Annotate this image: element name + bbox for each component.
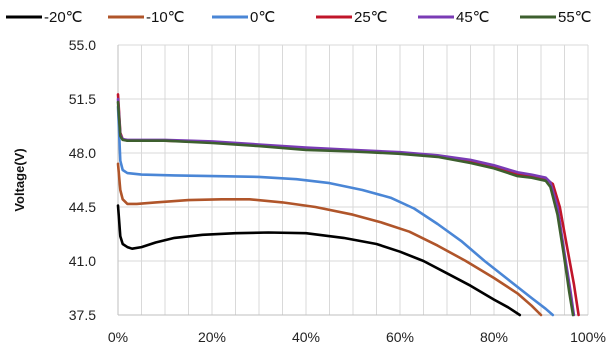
tick-labels: 55.0 51.5 48.0 44.5 41.0 37.5 0% 20% 40% 60% 80% 10…: [69, 37, 606, 345]
legend-label-1: -10℃: [146, 9, 185, 26]
series-line-5: [116, 100, 575, 317]
y-tick-label: 41.0: [69, 253, 96, 269]
x-tick-label: 0%: [108, 329, 128, 345]
x-tick-label: 20%: [198, 329, 226, 345]
x-tick-label: 40%: [292, 329, 320, 345]
y-tick-label: 44.5: [69, 199, 96, 215]
legend-label-3: 25℃: [354, 9, 388, 26]
series-line-0: [116, 204, 522, 317]
series-lines: [116, 93, 580, 317]
legend: -20℃ -10℃ 0℃ 25℃ 45℃ 55℃: [6, 9, 592, 26]
y-tick-label: 37.5: [69, 307, 96, 323]
legend-label-2: 0℃: [250, 9, 275, 26]
series-line-1: [116, 162, 543, 317]
y-tick-label: 55.0: [69, 37, 96, 53]
series-line-2: [116, 105, 555, 317]
legend-label-5: 55℃: [558, 9, 592, 26]
x-tick-label: 60%: [386, 329, 414, 345]
axes: [117, 45, 588, 316]
y-axis-label: Voltage(V): [12, 148, 27, 211]
x-tick-label: 100%: [570, 329, 606, 345]
legend-label-0: -20℃: [44, 9, 83, 26]
legend-label-4: 45℃: [456, 9, 490, 26]
y-tick-label: 48.0: [69, 145, 96, 161]
y-tick-label: 51.5: [69, 91, 96, 107]
grid: [117, 44, 589, 316]
x-tick-label: 80%: [480, 329, 508, 345]
